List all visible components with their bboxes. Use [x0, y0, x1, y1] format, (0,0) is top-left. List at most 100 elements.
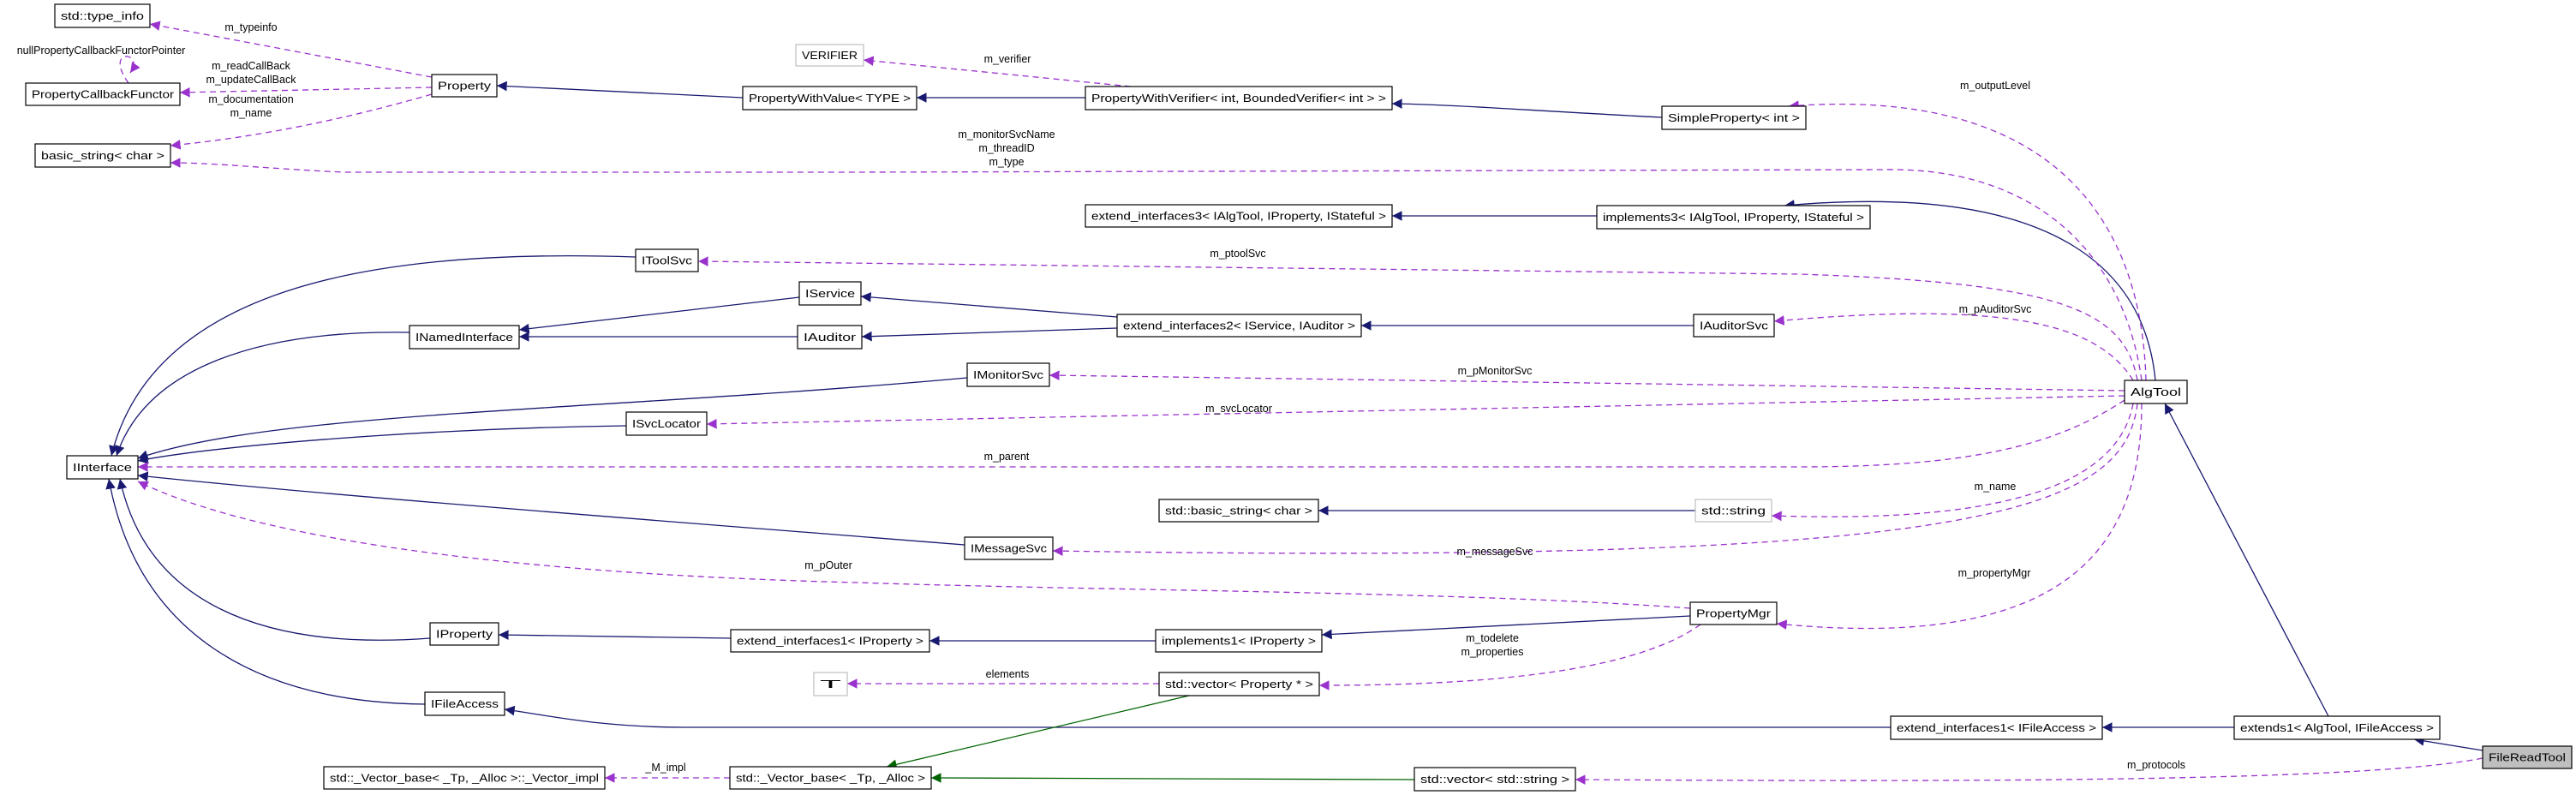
class-node-isvclocator[interactable]: ISvcLocator: [625, 411, 708, 436]
node-box: [25, 82, 181, 106]
edge-vecstring-to-vecbase: [930, 773, 1415, 783]
edge-label: m_verifier: [984, 53, 1031, 65]
class-node-vecstring[interactable]: std::vector< std::string >: [1414, 767, 1576, 792]
edge-pcf-to-pcf: [119, 56, 140, 84]
node-label: PropertyWithVerifier< int, BoundedVerifi…: [1091, 93, 1386, 105]
edge-ext1prop-to-iproperty: [498, 630, 732, 641]
class-node-std_basic_string[interactable]: std::basic_string< char >: [1158, 499, 1319, 523]
node-label: IService: [805, 288, 855, 300]
node-box: [2124, 380, 2188, 404]
node-box: [729, 766, 932, 790]
node-label: Property: [438, 81, 492, 93]
class-node-ifileaccess[interactable]: IFileAccess: [424, 691, 505, 716]
node-box: [1693, 314, 1775, 338]
edge-label: m_monitorSvcName: [958, 129, 1055, 140]
node-box: [323, 766, 606, 790]
node-box: [625, 411, 708, 436]
class-node-imessagesvc[interactable]: IMessageSvc: [964, 536, 1054, 560]
class-node-vecbase[interactable]: std::_Vector_base< _Tp, _Alloc >: [729, 766, 932, 790]
edge-filereadtool-to-extends1: [2413, 736, 2483, 751]
class-node-impl1[interactable]: implements1< IProperty >: [1155, 629, 1323, 653]
edge-propmgr-to-impl1: [1321, 615, 1691, 640]
node-box: [813, 672, 848, 696]
edge-label: m_name: [1975, 481, 2017, 493]
edge-ext2-to-iauditor: [861, 327, 1118, 342]
class-node-pwv[interactable]: PropertyWithValue< TYPE >: [742, 86, 917, 111]
node-label: extends1< AlgTool, IFileAccess >: [2240, 722, 2434, 734]
edge-filereadtool-to-vecstring: [1575, 757, 2483, 785]
class-node-iauditor[interactable]: IAuditor: [797, 325, 863, 350]
edge-algtool-to-imonitorsvc: [1049, 370, 2125, 392]
class-node-iauditorsvc[interactable]: IAuditorSvc: [1693, 314, 1775, 338]
edge-label: m_pOuter: [804, 559, 852, 571]
node-label: implements1< IProperty >: [1162, 636, 1316, 648]
class-node-simpleprop[interactable]: SimpleProperty< int >: [1661, 105, 1807, 130]
class-node-itoolsvc[interactable]: IToolSvc: [635, 248, 699, 272]
node-box: [2482, 745, 2573, 769]
node-box: [635, 248, 699, 272]
class-node-type_info[interactable]: std::type_info: [54, 3, 151, 28]
node-label: PropertyWithValue< TYPE >: [749, 93, 911, 105]
edge-isvclocator-to-iinterface: [137, 425, 627, 464]
node-box: [795, 44, 864, 67]
node-box: [1414, 767, 1576, 792]
node-label: IProperty: [436, 629, 493, 641]
node-label: std::_Vector_base< _Tp, _Alloc >::_Vecto…: [330, 773, 599, 785]
node-label: SimpleProperty< int >: [1668, 112, 1800, 124]
class-node-filereadtool[interactable]: FileReadTool: [2482, 745, 2573, 769]
node-box: [429, 622, 499, 646]
node-box: [2233, 715, 2441, 740]
nodes-layer: std::type_infoPropertyCallbackFunctorbas…: [25, 3, 2573, 792]
node-label: PropertyMgr: [1696, 608, 1771, 620]
node-label: IMessageSvc: [971, 543, 1047, 555]
node-box: [1085, 86, 1393, 111]
edge-algtool-to-propmgr: [1776, 403, 2143, 630]
node-box: [966, 362, 1050, 387]
node-box: [431, 74, 498, 98]
class-node-extends1[interactable]: extends1< AlgTool, IFileAccess >: [2233, 715, 2441, 740]
class-node-impl3[interactable]: implements3< IAlgTool, IProperty, IState…: [1596, 205, 1871, 230]
node-box: [1155, 629, 1323, 653]
class-node-vecprop[interactable]: std::vector< Property * >: [1158, 672, 1320, 696]
class-node-verifier[interactable]: VERIFIER: [795, 44, 864, 67]
node-box: [66, 455, 139, 480]
class-node-pwverifier[interactable]: PropertyWithVerifier< int, BoundedVerifi…: [1085, 86, 1393, 111]
class-node-ext3[interactable]: extend_interfaces3< IAlgTool, IProperty,…: [1085, 204, 1393, 228]
node-label: std::basic_string< char >: [1165, 505, 1312, 517]
node-box: [54, 3, 151, 28]
class-node-iinterface[interactable]: IInterface: [66, 455, 139, 480]
class-node-property[interactable]: Property: [431, 74, 498, 98]
edge-algtool-to-simpleprop: [1788, 100, 2147, 381]
edge-algtool-to-impl3: [1784, 200, 2156, 381]
class-node-pcf[interactable]: PropertyCallbackFunctor: [25, 82, 181, 106]
edge-label: _M_impl: [644, 762, 685, 774]
class-node-t[interactable]: T: [813, 672, 848, 696]
edge-label: nullPropertyCallbackFunctorPointer: [17, 45, 186, 57]
class-node-imonitorsvc[interactable]: IMonitorSvc: [966, 362, 1050, 387]
edge-label: m_protocols: [2127, 759, 2185, 771]
class-node-ext1fa[interactable]: extend_interfaces1< IFileAccess >: [1890, 715, 2103, 740]
class-node-std_string[interactable]: std::string: [1694, 499, 1772, 523]
edge-property-to-basic_string: [170, 93, 433, 150]
node-box: [34, 143, 171, 168]
class-node-iservice[interactable]: IService: [798, 281, 862, 306]
class-node-propmgr[interactable]: PropertyMgr: [1689, 601, 1778, 625]
edge-itoolsvc-to-iinterface: [109, 254, 637, 457]
node-box: [964, 536, 1054, 560]
node-box: [1596, 205, 1871, 230]
node-label: std::_Vector_base< _Tp, _Alloc >: [736, 773, 925, 785]
class-node-ext2[interactable]: extend_interfaces2< IService, IAuditor >: [1116, 314, 1362, 338]
class-node-algtool[interactable]: AlgTool: [2124, 380, 2188, 404]
edge-algtool-to-isvclocator: [706, 395, 2125, 429]
node-box: [1158, 672, 1320, 696]
edge-ext2-to-iservice: [860, 292, 1118, 318]
edge-label: m_threadID: [978, 142, 1034, 154]
class-node-ext1prop[interactable]: extend_interfaces1< IProperty >: [730, 629, 930, 653]
class-node-basic_string[interactable]: basic_string< char >: [34, 143, 171, 168]
node-box: [1694, 499, 1772, 523]
class-node-vecimpl[interactable]: std::_Vector_base< _Tp, _Alloc >::_Vecto…: [323, 766, 606, 790]
node-box: [424, 691, 505, 716]
class-node-inamed[interactable]: INamedInterface: [409, 325, 520, 350]
class-node-iproperty[interactable]: IProperty: [429, 622, 499, 646]
node-label: VERIFIER: [802, 50, 858, 62]
